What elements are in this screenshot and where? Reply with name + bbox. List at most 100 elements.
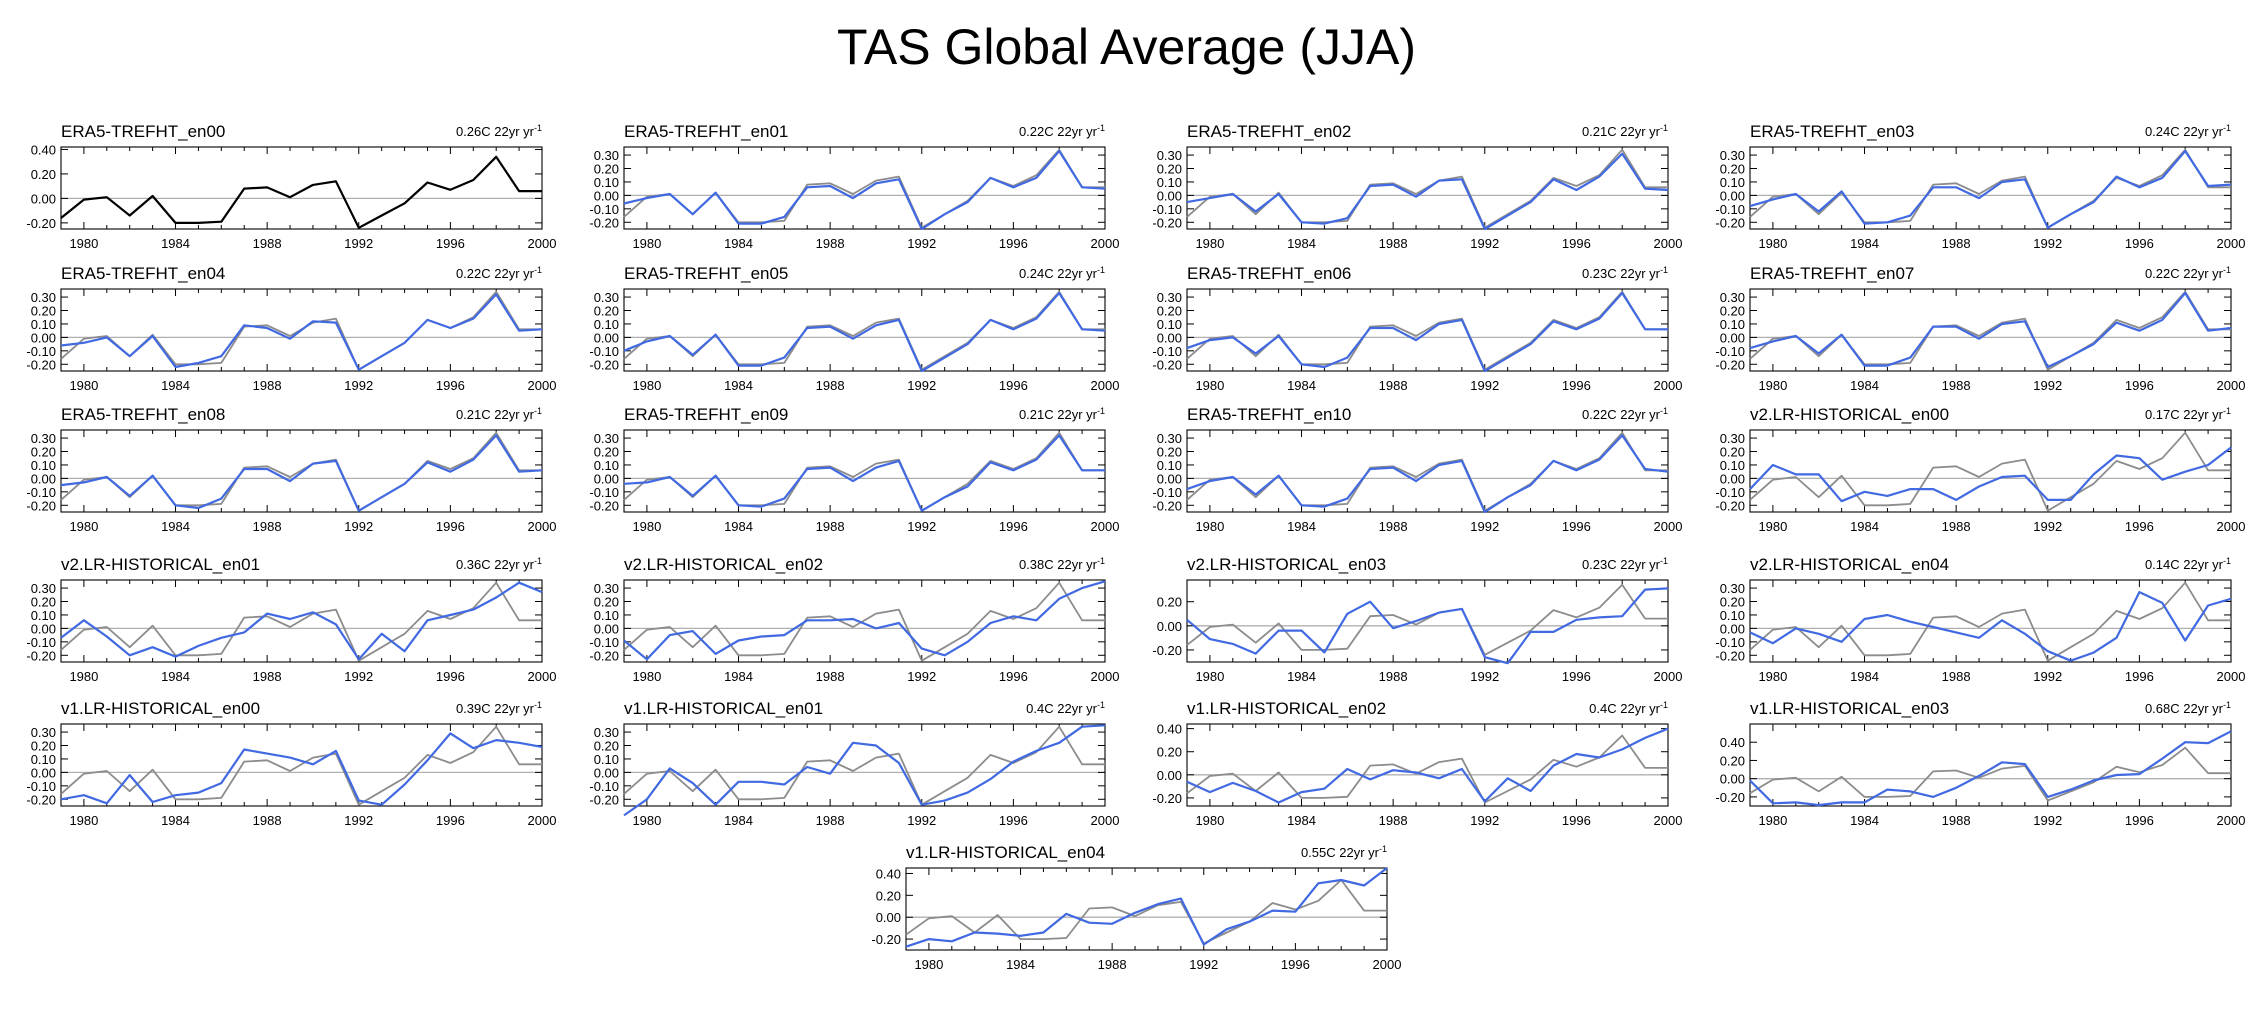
x-tick-label: 2000	[1654, 519, 1683, 534]
x-tick-label: 1992	[907, 519, 936, 534]
x-tick-label: 2000	[1654, 813, 1683, 828]
x-tick-label: 1984	[724, 236, 753, 251]
x-tick-label: 1988	[1942, 519, 1971, 534]
panel-title: ERA5-TREFHT_en00	[61, 122, 225, 141]
x-tick-label: 1992	[2033, 519, 2062, 534]
x-tick-label: 2000	[528, 519, 557, 534]
x-tick-label: 1988	[1942, 236, 1971, 251]
y-tick-label: 0.10	[31, 752, 56, 767]
y-tick-label: 0.30	[594, 431, 619, 446]
x-tick-label: 1992	[344, 519, 373, 534]
y-tick-label: -0.20	[1152, 791, 1182, 806]
panel-21: v1.LR-HISTORICAL_en04 0.55C 22yr yr-1 1980…	[871, 843, 1401, 972]
panel-trend: 0.21C 22yr yr-1	[456, 406, 542, 422]
panel-4: ERA5-TREFHT_en03 0.24C 22yr yr-1 1980 1984 1…	[1715, 122, 2245, 251]
x-tick-label: 1992	[1470, 378, 1499, 393]
series-line-era5	[1749, 746, 2231, 802]
x-tick-label: 2000	[1091, 236, 1120, 251]
series-line-model	[1749, 590, 2232, 662]
panel-trend: 0.21C 22yr yr-1	[1019, 406, 1105, 422]
x-tick-label: 1988	[253, 236, 282, 251]
x-tick-label: 1992	[344, 378, 373, 393]
y-tick-label: 0.00	[1157, 188, 1182, 203]
y-tick-label: 0.40	[876, 866, 901, 881]
x-tick-label: 1996	[999, 378, 1028, 393]
x-tick-label: 1988	[816, 378, 845, 393]
y-tick-label: -0.20	[871, 932, 901, 947]
series-line-model	[623, 724, 1106, 817]
x-tick-label: 1980	[1758, 813, 1787, 828]
x-tick-label: 1980	[632, 378, 661, 393]
x-tick-label: 1996	[1281, 957, 1310, 972]
panel-1: ERA5-TREFHT_en00 0.26C 22yr yr-1 1980 1984 1…	[26, 122, 556, 251]
y-tick-label: -0.20	[1152, 215, 1182, 230]
x-tick-label: 1980	[1195, 236, 1224, 251]
series-line-model	[1749, 730, 2232, 807]
x-tick-label: 1996	[999, 519, 1028, 534]
panel-title: v1.LR-HISTORICAL_en01	[624, 699, 823, 718]
x-tick-label: 1980	[1195, 669, 1224, 684]
panel-title: v1.LR-HISTORICAL_en00	[61, 699, 260, 718]
x-tick-label: 1988	[253, 519, 282, 534]
x-tick-label: 1996	[2125, 669, 2154, 684]
x-tick-label: 1996	[436, 813, 465, 828]
x-tick-label: 1984	[1287, 669, 1316, 684]
x-tick-label: 1984	[161, 378, 190, 393]
x-tick-label: 1988	[816, 669, 845, 684]
y-tick-label: 0.20	[1157, 304, 1182, 319]
series-line-model	[1186, 434, 1669, 514]
x-tick-label: 1984	[1287, 378, 1316, 393]
y-tick-label: -0.20	[26, 648, 56, 663]
x-tick-label: 1984	[724, 669, 753, 684]
y-tick-label: -0.20	[589, 792, 619, 807]
y-tick-label: 0.10	[1720, 458, 1745, 473]
x-tick-label: 1980	[69, 813, 98, 828]
y-tick-label: -0.20	[1152, 357, 1182, 372]
y-tick-label: -0.20	[1715, 790, 1745, 805]
x-tick-label: 1988	[1942, 669, 1971, 684]
x-tick-label: 1984	[1287, 813, 1316, 828]
y-tick-label: 0.30	[31, 290, 56, 305]
y-tick-label: 0.30	[31, 581, 56, 596]
x-tick-label: 1980	[1758, 669, 1787, 684]
y-tick-label: 0.10	[594, 608, 619, 623]
y-tick-label: 0.20	[876, 888, 901, 903]
x-tick-label: 1992	[344, 236, 373, 251]
x-tick-label: 2000	[2217, 236, 2246, 251]
y-tick-label: 0.20	[594, 445, 619, 460]
x-tick-label: 1980	[632, 813, 661, 828]
x-tick-label: 1992	[2033, 378, 2062, 393]
y-tick-label: 0.40	[1720, 735, 1745, 750]
y-tick-label: 0.20	[1720, 162, 1745, 177]
y-tick-label: -0.10	[26, 635, 56, 650]
panel-trend: 0.24C 22yr yr-1	[2145, 123, 2231, 139]
y-tick-label: -0.10	[589, 344, 619, 359]
panel-title: ERA5-TREFHT_en06	[1187, 264, 1351, 283]
series-line-era5	[1749, 431, 2231, 512]
y-tick-label: 0.20	[1157, 745, 1182, 760]
x-tick-label: 1984	[161, 236, 190, 251]
y-tick-label: 0.00	[1720, 772, 1745, 787]
y-tick-label: 0.20	[1720, 753, 1745, 768]
x-tick-label: 1984	[1850, 519, 1879, 534]
panel-title: ERA5-TREFHT_en07	[1750, 264, 1914, 283]
x-tick-label: 1984	[1287, 236, 1316, 251]
series-line-model	[623, 580, 1106, 661]
y-tick-label: 0.10	[594, 752, 619, 767]
series-line-era5	[1186, 290, 1668, 371]
y-tick-label: -0.20	[26, 357, 56, 372]
x-tick-label: 1984	[1850, 378, 1879, 393]
x-tick-label: 2000	[1091, 378, 1120, 393]
x-tick-label: 1980	[69, 378, 98, 393]
panel-5: ERA5-TREFHT_en04 0.22C 22yr yr-1 1980 1984 1…	[26, 264, 556, 393]
x-tick-label: 1984	[161, 813, 190, 828]
x-tick-label: 1996	[436, 669, 465, 684]
y-tick-label: -0.10	[589, 202, 619, 217]
panel-title: ERA5-TREFHT_en08	[61, 405, 225, 424]
y-tick-label: 0.20	[594, 595, 619, 610]
y-tick-label: 0.30	[594, 290, 619, 305]
x-tick-label: 1980	[1195, 813, 1224, 828]
y-tick-label: 0.30	[1720, 148, 1745, 163]
y-tick-label: -0.10	[1715, 344, 1745, 359]
x-tick-label: 1992	[907, 236, 936, 251]
